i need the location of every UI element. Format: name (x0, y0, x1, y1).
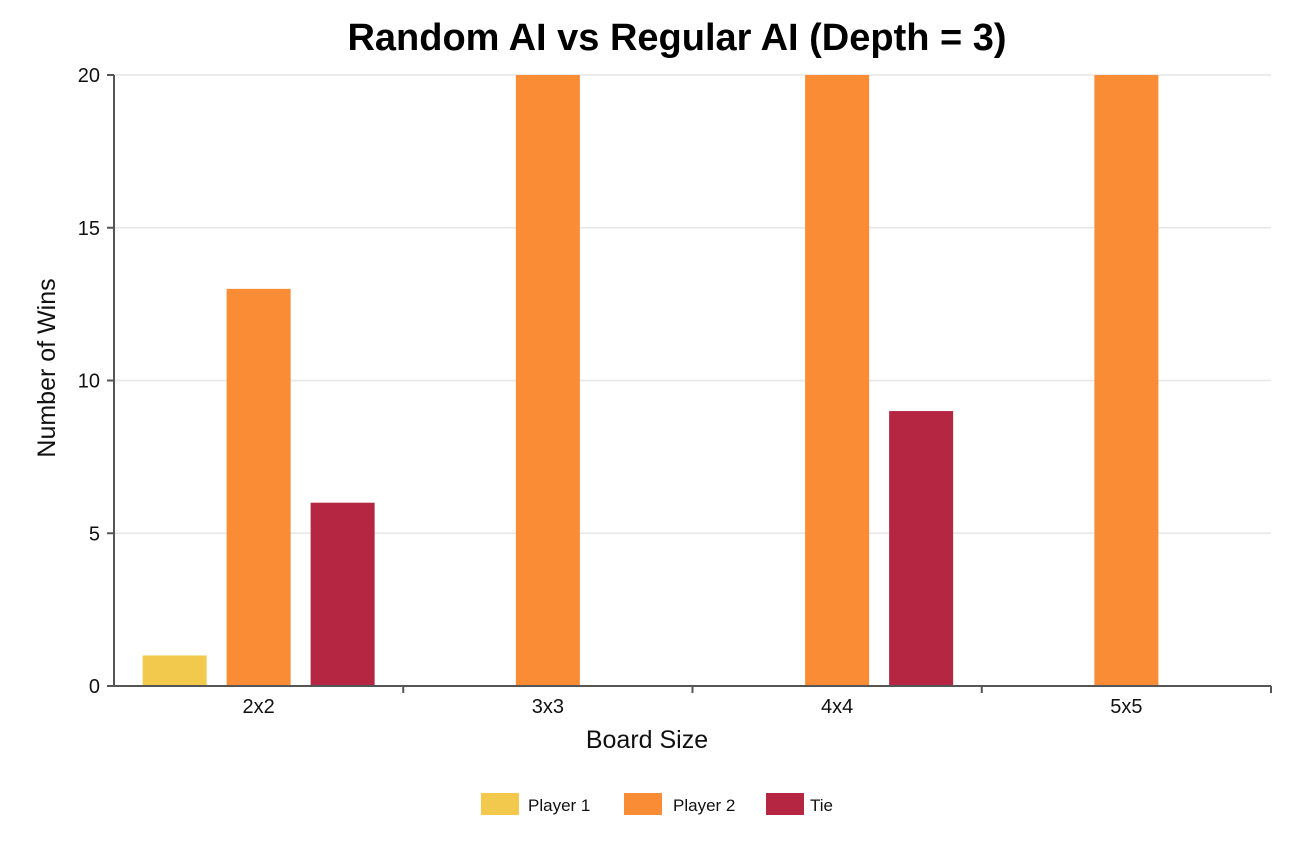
y-tick-label: 5 (89, 523, 100, 545)
legend-swatch (481, 793, 519, 815)
x-tick-label: 5x5 (1110, 696, 1142, 718)
legend-swatch (766, 793, 804, 815)
y-axis-label: Number of Wins (33, 278, 61, 457)
bar (226, 288, 291, 686)
x-tick-label: 2x2 (243, 696, 275, 718)
legend-label: Player 2 (673, 796, 735, 815)
chart-title: Random AI vs Regular AI (Depth = 3) (347, 17, 1006, 59)
legend: Player 1 Player 2 Tie (481, 793, 833, 815)
x-tick-label: 3x3 (532, 696, 564, 718)
x-tick-label: 4x4 (821, 696, 853, 718)
bar (805, 75, 870, 686)
y-tick-label: 15 (78, 218, 100, 240)
legend-label: Tie (810, 796, 833, 815)
bar (310, 502, 375, 686)
bars (142, 75, 1159, 686)
x-axis-label: Board Size (586, 726, 708, 754)
gridlines (114, 74, 1271, 534)
legend-label: Player 1 (528, 796, 590, 815)
y-tick-label: 0 (89, 676, 100, 698)
y-tick-label: 10 (78, 371, 100, 393)
bar (515, 75, 580, 686)
tick-labels: 0 5 10 15 20 2x2 3x3 4x4 5x5 (78, 65, 1143, 718)
y-tick-label: 20 (78, 65, 100, 87)
bar (142, 655, 207, 686)
bar (889, 411, 954, 686)
legend-swatch (624, 793, 662, 815)
bar (1094, 75, 1159, 686)
axes (107, 74, 1272, 693)
